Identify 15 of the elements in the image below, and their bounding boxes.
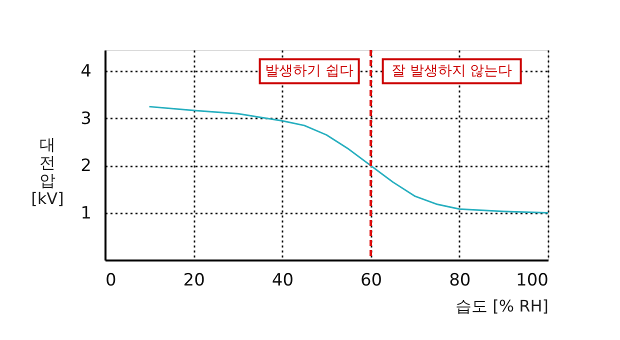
x-tick-label: 100 bbox=[516, 270, 548, 290]
y-tick-label: 3 bbox=[80, 108, 92, 129]
annotation: 잘 발생하지 않는다 bbox=[391, 63, 512, 80]
x-tick-label: 20 bbox=[183, 270, 205, 290]
y-tick-label: 1 bbox=[80, 203, 92, 224]
x-tick-label: 40 bbox=[272, 270, 294, 290]
x-axis-title: 습도 [% RH] bbox=[455, 296, 548, 316]
y-tick-label: 2 bbox=[80, 156, 92, 176]
x-tick-label: 80 bbox=[449, 270, 471, 290]
x-tick-label: 60 bbox=[360, 270, 382, 290]
x-tick-label: 0 bbox=[106, 270, 116, 290]
y-tick-label: 4 bbox=[80, 62, 92, 82]
y-axis-title: 대전압 [kV] bbox=[31, 135, 64, 208]
line-series bbox=[148, 106, 549, 214]
annotation: 발생하기 쉽다 bbox=[265, 63, 354, 80]
